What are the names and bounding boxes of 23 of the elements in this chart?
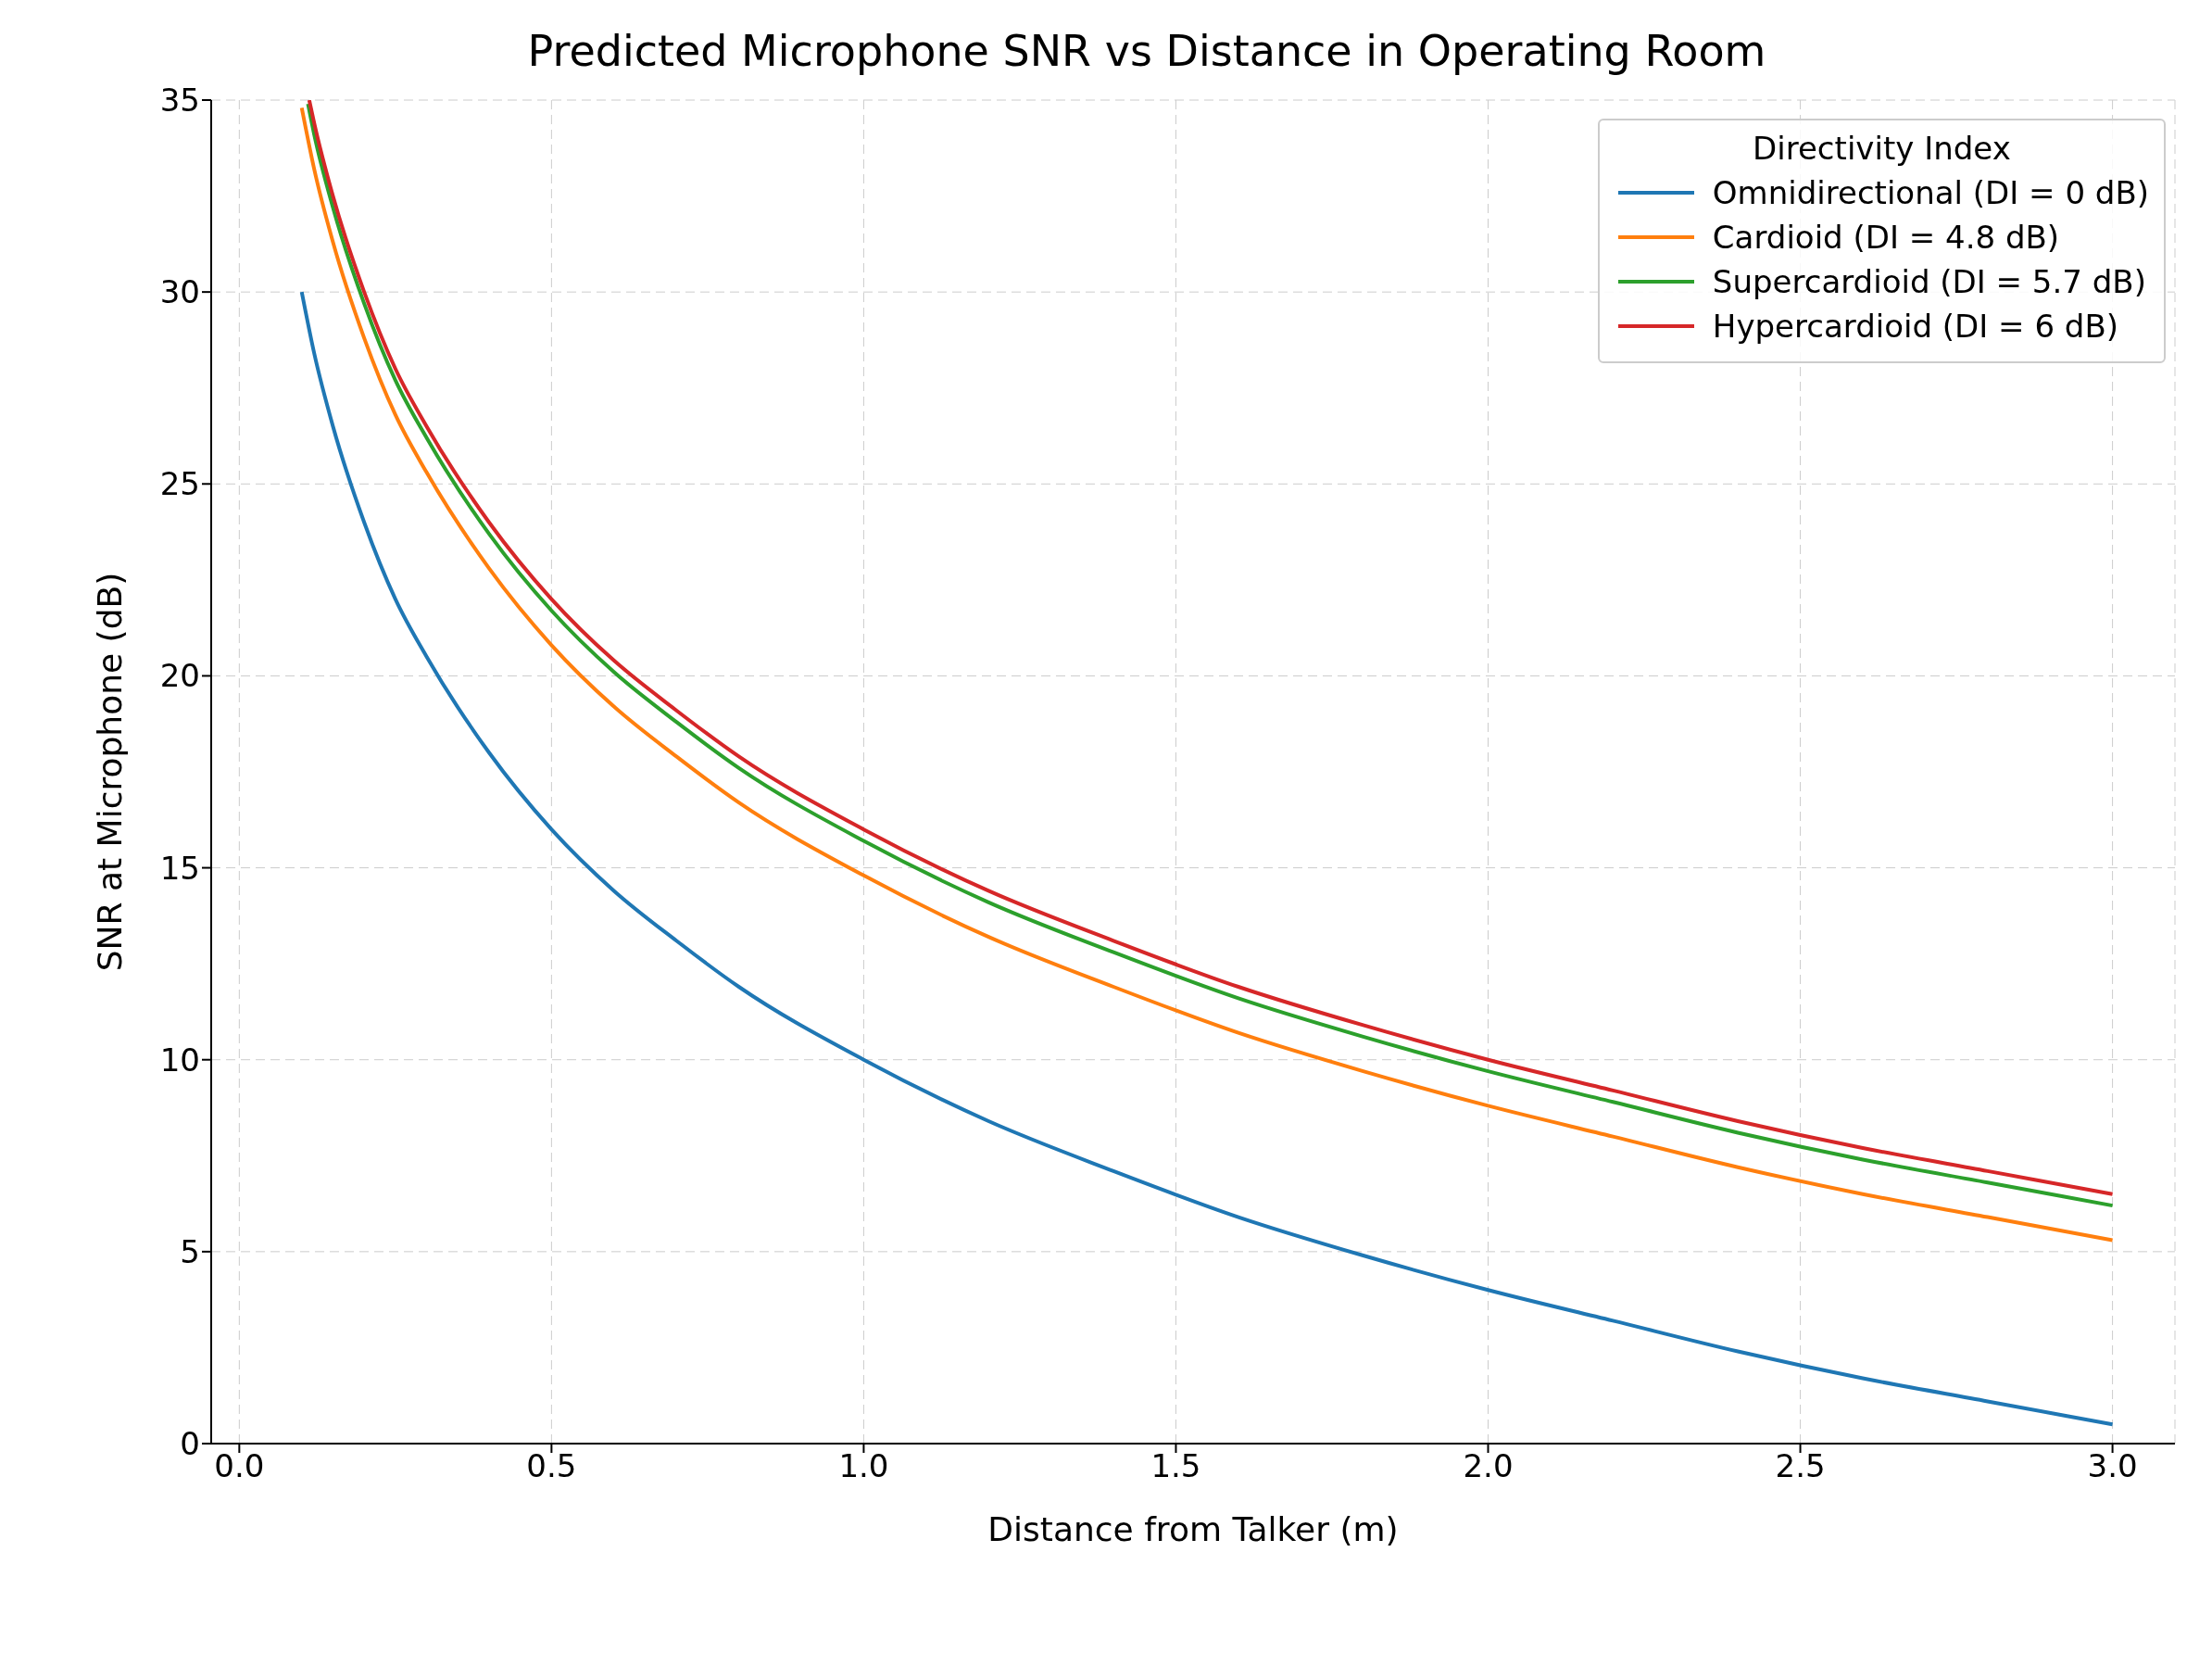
legend-title: Directivity Index (1752, 130, 2012, 167)
x-axis-title: Distance from Talker (m) (987, 1510, 1399, 1548)
y-tick-label: 25 (159, 465, 200, 503)
y-tick-label: 15 (159, 849, 200, 887)
x-tick-label: 3.0 (2087, 1447, 2138, 1485)
x-tick-label: 1.5 (1150, 1447, 1201, 1485)
y-tick-label: 5 (180, 1232, 200, 1270)
legend-label: Supercardioid (DI = 5.7 dB) (1712, 263, 2146, 300)
x-tick-label: 2.0 (1463, 1447, 1514, 1485)
legend-label: Omnidirectional (DI = 0 dB) (1712, 174, 2149, 211)
x-tick-label: 0.0 (214, 1447, 265, 1485)
legend-label: Hypercardioid (DI = 6 dB) (1712, 308, 2119, 345)
y-tick-label: 10 (159, 1041, 200, 1079)
chart-title: Predicted Microphone SNR vs Distance in Operating Room (526, 26, 1767, 76)
y-tick-label: 20 (159, 657, 200, 695)
y-tick-label: 30 (159, 273, 200, 311)
y-tick-label: 0 (180, 1425, 200, 1463)
y-axis-title: SNR at Microphone (dB) (90, 572, 129, 972)
y-tick-label: 35 (159, 82, 200, 120)
x-tick-label: 2.5 (1775, 1447, 1826, 1485)
legend-label: Cardioid (DI = 4.8 dB) (1712, 219, 2060, 256)
x-tick-label: 0.5 (526, 1447, 577, 1485)
x-tick-label: 1.0 (838, 1447, 889, 1485)
